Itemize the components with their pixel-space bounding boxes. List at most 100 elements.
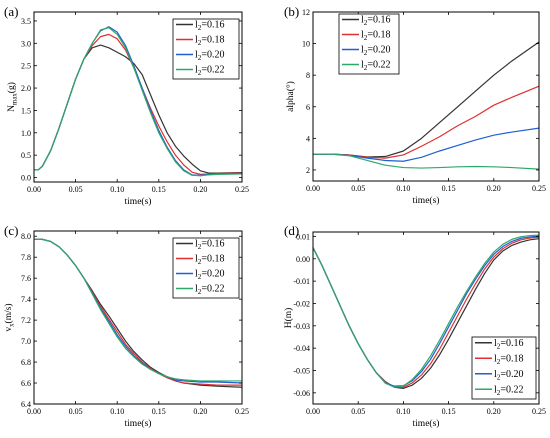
x-tick-label: 0.25 [532,407,546,416]
y-axis-title: vx(m/s) [3,303,16,331]
y-axis-title: alpha(°) [285,81,296,112]
y-tick-label: 7.0 [21,337,31,346]
legend-entry-label: l2=0.22 [195,284,225,297]
x-tick-label: 0.10 [110,185,124,194]
series-line-0.22 [34,238,242,382]
legend-entry-label: l2=0.20 [195,50,225,63]
y-tick-label: 1.0 [21,129,31,138]
y-tick-label: 2.5 [21,62,31,71]
legend: l2=0.16 l2=0.18 l2=0.20 l2=0.22 [172,18,240,80]
legend-box [172,18,240,80]
legend: l2=0.16 l2=0.18 l2=0.20 l2=0.22 [338,13,400,75]
x-tick-label: 0.05 [351,407,365,416]
chart-panel-2: 0.00 0.05 0.10 0.15 0.20 0.25 2 4 6 8 10 12(b) time(… [284,4,546,206]
x-tick-label: 0.25 [532,184,546,193]
y-tick-label: 2.0 [21,84,31,93]
y-tick-label: 0.01 [296,232,310,241]
chart-panel-3: 0.00 0.05 0.10 0.15 0.20 0.25 6.4 6.6 6.8 7.0 7.2 7… [3,223,249,429]
y-tick-label: 0.5 [21,151,31,160]
y-tick-label: 6.4 [21,400,31,409]
chart-panel-4: 0.00 0.05 0.10 0.15 0.20 0.25 -0.06 -0.05 -0.04 -… [283,223,546,429]
y-tick-label: 12 [302,8,310,17]
y-tick-label: 7.4 [21,295,31,304]
legend-entry-label: l2=0.16 [361,15,391,28]
plot-frame [312,231,540,405]
x-tick-label: 0.00 [306,184,320,193]
x-tick-label: 0.15 [442,184,456,193]
panel-label: (c) [4,223,18,238]
y-tick-label: 6.8 [21,358,31,367]
x-tick-label: 0.05 [69,407,83,416]
x-tick-label: 0.10 [396,407,410,416]
x-tick-label: 0.15 [152,407,166,416]
plot-frame [33,230,243,405]
x-tick-label: 0.15 [152,185,166,194]
legend-entry-label: l2=0.16 [195,20,225,33]
x-tick-label: 0.25 [235,185,249,194]
plot-frame [33,11,243,183]
series-line-0.20 [313,127,539,162]
y-tick-label: -0.04 [293,344,310,353]
legend-entry-label: l2=0.18 [494,353,524,366]
x-tick-label: 0.20 [193,185,207,194]
series-line-0.22 [313,153,539,170]
y-tick-label: -0.03 [293,322,310,331]
x-tick-label: 0.05 [69,185,83,194]
x-tick-label: 0.20 [193,407,207,416]
y-tick-label: 7.8 [21,253,31,262]
panel-label: (d) [284,223,299,238]
y-tick-label: -0.06 [293,389,310,398]
legend-entry-label: l2=0.22 [494,384,524,397]
y-tick-label: 8 [306,71,310,80]
y-axis-title: H(m) [283,308,294,329]
y-tick-label: 7.6 [21,274,31,283]
series-line-0.22 [34,27,242,177]
y-axis-title: Nmax(g) [6,82,19,112]
plot-frame [312,11,540,182]
legend-entry-label: l2=0.22 [361,60,391,73]
x-tick-label: 0.10 [110,407,124,416]
y-tick-label: 8.0 [21,232,31,241]
legend-entry-label: l2=0.22 [195,65,225,78]
x-tick-label: 0.25 [235,407,249,416]
y-tick-label: 0.00 [296,255,310,264]
legend-entry-label: l2=0.18 [361,30,391,43]
chart-panel-1: 0.00 0.05 0.10 0.15 0.20 0.25 0.0 0.5 1.0 1.5 2.0 2… [4,4,249,207]
legend-entry-label: l2=0.16 [195,239,225,252]
series-line-0.22 [313,234,539,388]
y-tick-label: 7.2 [21,316,31,325]
legend-entry-label: l2=0.20 [361,45,391,58]
y-tick-label: 10 [302,40,310,49]
legend-box [172,237,240,299]
x-axis-title: time(s) [413,418,440,429]
y-tick-label: 6.6 [21,379,31,388]
y-tick-label: 3.5 [21,17,31,26]
legend-entry-label: l2=0.20 [494,369,524,382]
y-tick-label: 3.0 [21,39,31,48]
x-tick-label: 0.15 [442,407,456,416]
y-tick-label: 0.0 [21,174,31,183]
y-tick-label: -0.01 [293,277,310,286]
series-line-0.18 [313,85,539,159]
y-tick-label: 2 [306,166,310,175]
legend-entry-label: l2=0.20 [195,269,225,282]
legend-entry-label: l2=0.16 [494,338,524,351]
y-tick-label: 6 [306,103,310,112]
x-axis-title: time(s) [413,195,440,206]
panel-label: (a) [4,4,18,19]
legend-entry-label: l2=0.18 [195,254,225,267]
x-tick-label: 0.10 [396,184,410,193]
legend: l2=0.16 l2=0.18 l2=0.20 l2=0.22 [471,336,537,400]
x-axis-title: time(s) [125,418,152,429]
panel-label: (b) [284,4,299,19]
y-tick-label: -0.02 [293,299,310,308]
legend: l2=0.16 l2=0.18 l2=0.20 l2=0.22 [172,237,240,299]
x-tick-label: 0.05 [351,184,365,193]
x-tick-label: 0.00 [27,185,41,194]
legend-entry-label: l2=0.18 [195,35,225,48]
x-tick-label: 0.00 [27,407,41,416]
x-tick-label: 0.20 [487,184,501,193]
y-tick-label: 4 [306,134,310,143]
y-tick-label: -0.05 [293,366,310,375]
